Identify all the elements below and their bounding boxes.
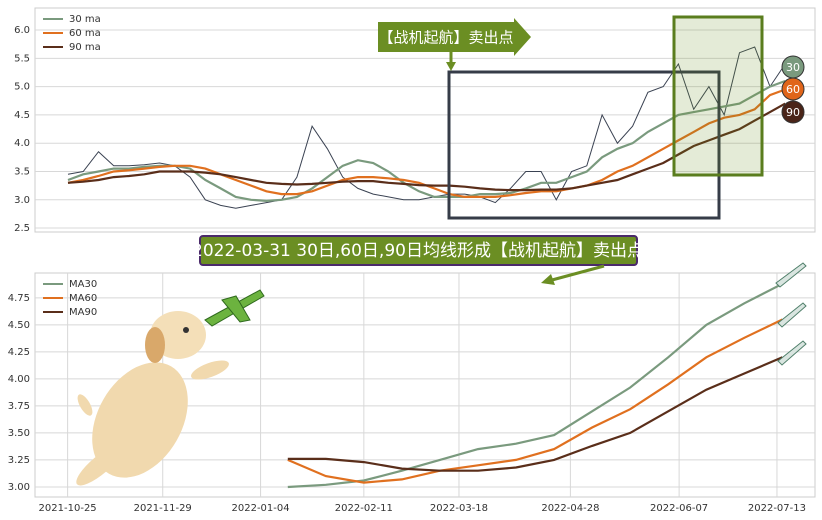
y-tick-label: 4.75 [8,293,30,304]
x-tick-label: 2022-06-07 [650,503,708,514]
y-tick-label: 3.0 [14,195,30,206]
pointer-head [446,62,456,71]
y-tick-label: 3.00 [8,482,30,493]
y-tick-label: 4.00 [8,374,30,385]
legend-label: 60 ma [69,28,101,39]
x-tick-label: 2021-11-29 [134,503,192,514]
annotation: 【战机起航】卖出点 [378,29,513,47]
x-tick-label: 2022-03-18 [430,503,488,514]
y-tick-label: 5.5 [14,53,30,64]
y-tick-label: 4.50 [8,320,30,331]
banner-pointer [551,264,605,282]
annotation-arrow [378,18,531,56]
y-tick-label: 3.5 [14,166,30,177]
legend-label: 90 ma [69,42,101,53]
y-tick-label: 5.0 [14,82,30,93]
y-tick-label: 2.5 [14,223,30,234]
ma-line [287,356,783,472]
y-tick-label: 4.5 [14,110,30,121]
y-tick-label: 3.50 [8,428,30,439]
dog-illustration [76,311,229,486]
ma-line [67,102,786,192]
x-tick-label: 2022-02-11 [335,503,393,514]
y-tick-label: 3.75 [8,401,30,412]
x-tick-label: 2022-07-13 [748,503,806,514]
highlight-box [447,70,721,220]
signal-box [672,15,764,177]
legend-label: MA60 [69,293,97,304]
end-label: 90 [786,106,800,119]
end-label: 30 [786,61,800,74]
legend-label: MA30 [69,279,97,290]
y-tick-label: 4.0 [14,138,30,149]
y-tick-label: 3.25 [8,455,30,466]
y-tick-label: 6.0 [14,25,30,36]
plane-icons [775,262,807,366]
ma-line [67,79,786,203]
legend-label: MA90 [69,307,97,318]
x-tick-label: 2022-04-28 [541,503,599,514]
end-badge [781,100,805,124]
x-tick-label: 2021-10-25 [39,503,97,514]
ma-line [287,282,783,489]
banner-title: 2022-03-31 30日,60日,90日均线形成【战机起航】卖出点 [192,241,644,261]
end-badge [781,77,805,101]
banner [199,235,638,266]
ma-line [287,318,783,484]
y-tick-label: 4.25 [8,347,30,358]
end-label: 60 [786,83,800,96]
plane-illustration [204,289,265,327]
legend-label: 30 ma [69,14,101,25]
price-line [67,46,786,209]
x-tick-label: 2022-01-04 [232,503,290,514]
banner-pointer-head [541,274,555,285]
